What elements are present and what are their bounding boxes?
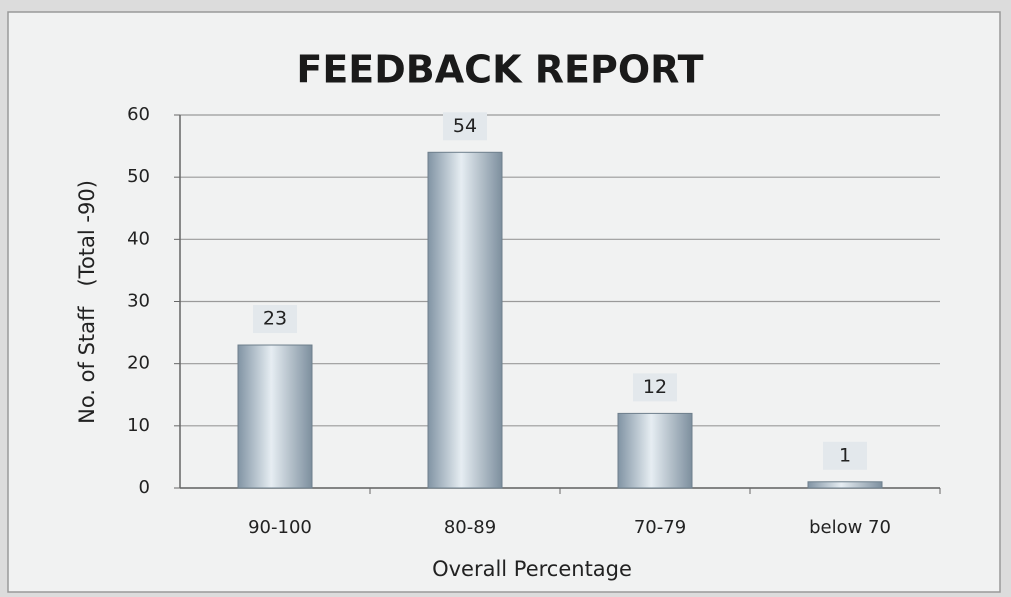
x-tick-label: below 70 xyxy=(809,517,891,538)
data-label: 12 xyxy=(643,376,667,398)
y-tick-label: 0 xyxy=(139,477,150,498)
data-label: 1 xyxy=(839,444,851,466)
chart-title: FEEDBACK REPORT xyxy=(296,48,703,92)
bar xyxy=(807,481,883,489)
data-label-box xyxy=(253,305,297,334)
y-tick-label: 20 xyxy=(127,353,150,374)
y-tick-label: 40 xyxy=(127,228,150,249)
data-label-box xyxy=(443,112,487,141)
data-label: 23 xyxy=(263,308,287,330)
y-tick-label: 30 xyxy=(127,291,150,312)
x-tick-label: 90-100 xyxy=(248,517,312,538)
y-tick-label: 60 xyxy=(127,104,150,125)
data-label: 54 xyxy=(453,115,477,137)
bar xyxy=(427,151,503,489)
y-axis-title: No. of Staff (Total -90) xyxy=(75,180,99,424)
bar xyxy=(237,344,313,489)
data-label-box xyxy=(633,373,677,402)
bar xyxy=(617,412,693,489)
x-axis-title: Overall Percentage xyxy=(432,557,632,581)
x-tick-label: 80-89 xyxy=(444,517,496,538)
x-tick-label: 70-79 xyxy=(634,517,686,538)
y-tick-label: 10 xyxy=(127,415,150,436)
y-tick-label: 50 xyxy=(127,166,150,187)
data-label-box xyxy=(823,441,867,470)
